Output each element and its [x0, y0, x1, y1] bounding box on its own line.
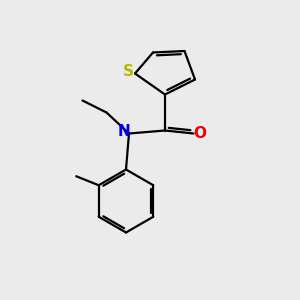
Text: S: S [123, 64, 134, 80]
Text: N: N [117, 124, 130, 139]
Text: O: O [194, 126, 207, 141]
